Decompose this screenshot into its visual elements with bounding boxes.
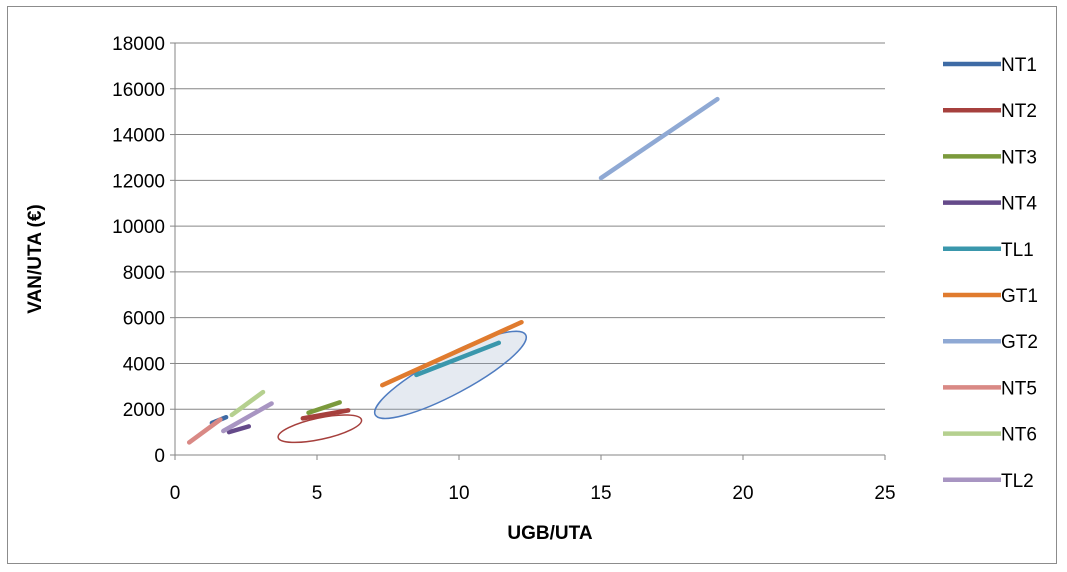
y-tick-label: 6000	[123, 309, 165, 330]
legend-label-gt1: GT1	[1001, 286, 1038, 307]
legend-label-tl2: TL2	[1001, 471, 1034, 492]
y-tick-label: 14000	[112, 126, 165, 147]
x-axis-title: UGB/UTA	[507, 523, 592, 544]
series-line-nt2	[300, 408, 351, 421]
y-tick-label: 12000	[112, 171, 165, 192]
highlight-ellipses	[277, 330, 528, 444]
tick-labels: 0 2000 4000 6000 8000 10000 12000 14000 16000 180…	[112, 34, 895, 504]
series-line-nt3	[306, 400, 342, 415]
y-tick-label: 4000	[123, 354, 165, 375]
legend-label-nt3: NT3	[1001, 147, 1037, 168]
legend-label-nt5: NT5	[1001, 378, 1037, 399]
legend-label-nt6: NT6	[1001, 425, 1037, 446]
series-line-tl1	[414, 340, 502, 378]
y-tick-label: 16000	[112, 80, 165, 101]
series-line-gt2	[598, 96, 720, 181]
series-lines	[186, 96, 720, 445]
y-tick-label: 8000	[123, 263, 165, 284]
legend: NT1 NT2 NT3 NT4 TL1 GT1 GT2 NT5 NT6 TL2	[943, 55, 1038, 492]
x-tick-label: 0	[170, 483, 181, 504]
y-tick-label: 18000	[112, 34, 165, 55]
x-tick-label: 25	[874, 483, 895, 504]
x-tick-label: 15	[590, 483, 611, 504]
legend-label-nt4: NT4	[1001, 194, 1037, 215]
axes	[170, 42, 886, 460]
series-line-nt6	[229, 389, 266, 418]
highlight-ellipse-1	[277, 414, 363, 444]
series-line-nt5	[186, 417, 223, 445]
chart-frame: 0 2000 4000 6000 8000 10000 12000 14000 16000 180…	[7, 6, 1057, 564]
legend-label-nt1: NT1	[1001, 55, 1037, 76]
chart-svg: 0 2000 4000 6000 8000 10000 12000 14000 16000 180…	[25, 34, 1038, 544]
highlight-ellipse-2	[373, 330, 528, 420]
series-line-tl2	[221, 401, 274, 434]
y-tick-label: 10000	[112, 217, 165, 238]
series-line-nt4	[226, 424, 252, 435]
y-tick-label: 0	[154, 446, 165, 467]
x-tick-label: 10	[448, 483, 469, 504]
series-line-gt1	[380, 319, 524, 388]
x-tick-label: 20	[732, 483, 753, 504]
legend-label-nt2: NT2	[1001, 101, 1037, 122]
legend-label-tl1: TL1	[1001, 240, 1034, 261]
x-tick-label: 5	[312, 483, 323, 504]
y-axis-title: VAN/UTA (€)	[25, 204, 46, 313]
y-tick-label: 2000	[123, 400, 165, 421]
grid-lines	[175, 42, 885, 410]
legend-label-gt2: GT2	[1001, 332, 1038, 353]
